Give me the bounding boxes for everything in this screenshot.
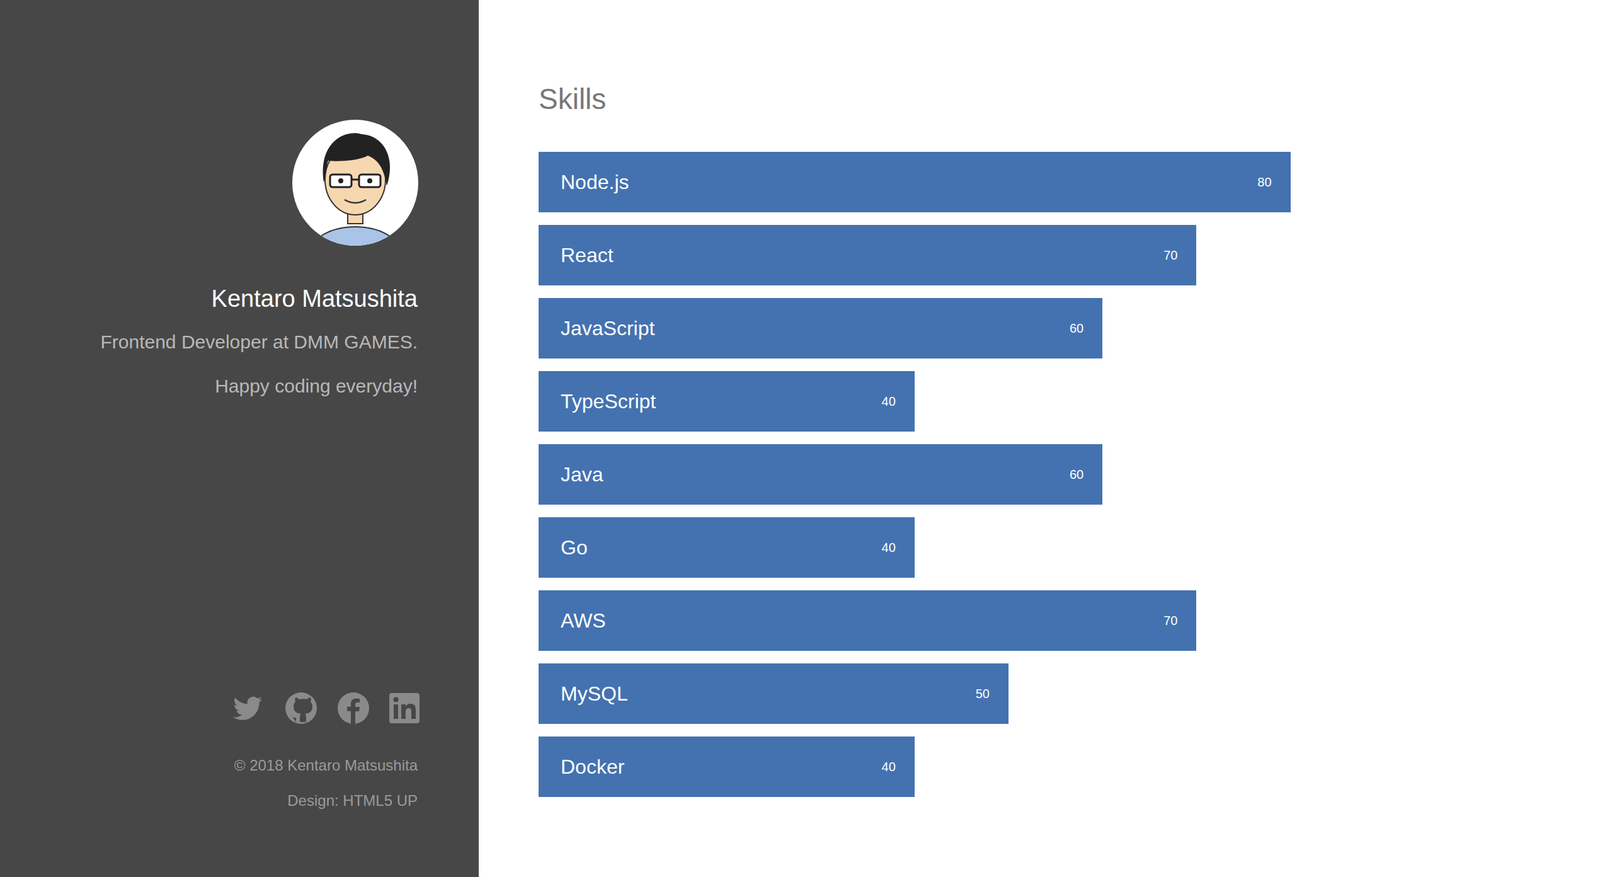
- data-label: 40: [881, 371, 896, 432]
- data-label: 70: [1163, 224, 1178, 286]
- linkedin-icon[interactable]: [388, 691, 421, 725]
- data-label: 80: [1257, 151, 1272, 213]
- category-label: JavaScript: [560, 297, 655, 359]
- chart-title: Skills: [538, 78, 606, 120]
- footer-text: © 2018 Kentaro Matsushita: [234, 754, 418, 777]
- category-label: TypeScript: [560, 371, 656, 432]
- data-label: 40: [881, 736, 896, 797]
- data-label: 70: [1163, 590, 1178, 651]
- data-label: 60: [1069, 444, 1084, 505]
- category-label: AWS: [560, 590, 606, 651]
- profile-bio: Happy coding everyday!: [214, 372, 418, 400]
- facebook-icon[interactable]: [337, 691, 370, 725]
- profile-name: Kentaro Matsushita: [211, 282, 418, 316]
- category-label: React: [560, 224, 614, 286]
- data-label: 40: [881, 517, 896, 578]
- bar: [538, 224, 1197, 286]
- category-label: Go: [560, 517, 588, 578]
- bar: [538, 151, 1291, 213]
- label-layer: Node.js 80 React 70 JavaScript 60 TypeScript 40…: [538, 151, 1479, 797]
- category-label: MySQL: [560, 663, 629, 724]
- bar: [538, 590, 1197, 651]
- category-label: Node.js: [560, 151, 630, 213]
- twitter-icon[interactable]: [231, 691, 265, 725]
- sidebar: [0, 0, 479, 877]
- category-label: Docker: [560, 736, 625, 797]
- data-label: 50: [975, 663, 990, 724]
- footer-text: Design: HTML5 UP: [287, 789, 418, 812]
- github-icon[interactable]: [284, 691, 318, 725]
- plot-area: [538, 151, 1479, 797]
- data-label: 60: [1069, 297, 1084, 359]
- bar: [538, 444, 1103, 505]
- profile-bio: Frontend Developer at DMM GAMES.: [100, 328, 418, 356]
- bar: [538, 517, 915, 578]
- category-label: Java: [560, 444, 604, 505]
- avatar: [289, 116, 422, 249]
